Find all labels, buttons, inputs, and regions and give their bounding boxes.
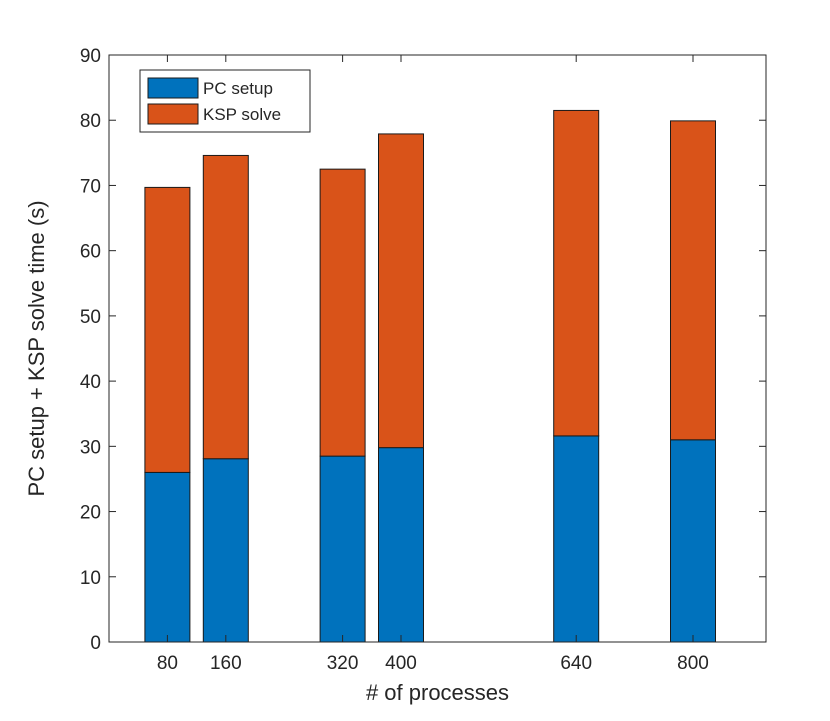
y-axis: 0 10 20 30 40 50 60 70 80 90 <box>80 46 766 654</box>
legend-label-pc-setup: PC setup <box>203 79 273 98</box>
bar-pc-setup-80 <box>144 471 191 643</box>
y-tick-label: 80 <box>80 111 101 132</box>
x-tick-label: 640 <box>560 653 592 674</box>
x-tick-label: 160 <box>210 653 242 674</box>
legend-swatch-ksp-solve <box>147 103 199 125</box>
axes-box <box>108 54 767 643</box>
y-tick-label: 40 <box>80 372 101 393</box>
legend-swatch-pc-setup <box>147 77 199 99</box>
y-tick-label: 10 <box>80 568 101 589</box>
x-tick-label: 320 <box>327 653 359 674</box>
legend: PC setup KSP solve <box>139 69 311 133</box>
x-tick-label: 400 <box>385 653 417 674</box>
bar-pc-setup-640 <box>553 435 600 643</box>
bar-pc-setup-160 <box>202 458 249 643</box>
bar-ksp-solve-80 <box>144 186 191 473</box>
y-tick-label: 0 <box>90 633 101 654</box>
bar-pc-setup-800 <box>670 439 716 643</box>
y-tick-label: 90 <box>80 46 101 67</box>
y-tick-label: 70 <box>80 176 101 197</box>
x-tick-label: 80 <box>157 653 178 674</box>
bar-ksp-solve-320 <box>319 168 366 457</box>
y-axis-label: PC setup + KSP solve time (s) <box>24 200 49 496</box>
legend-label-ksp-solve: KSP solve <box>203 105 281 124</box>
y-tick-label: 50 <box>80 307 101 328</box>
x-axis: 80 160 320 400 640 800 <box>157 55 709 674</box>
bar-ksp-solve-400 <box>378 133 424 449</box>
y-tick-label: 60 <box>80 242 101 263</box>
bars-layer <box>144 109 716 643</box>
y-tick-label: 30 <box>80 437 101 458</box>
bar-ksp-solve-800 <box>670 120 716 441</box>
bar-ksp-solve-160 <box>202 154 249 460</box>
x-tick-label: 800 <box>677 653 709 674</box>
bar-pc-setup-400 <box>378 447 424 643</box>
bar-pc-setup-320 <box>319 455 366 643</box>
y-tick-label: 20 <box>80 503 101 524</box>
x-axis-label: # of processes <box>366 680 509 705</box>
bar-ksp-solve-640 <box>553 109 600 437</box>
